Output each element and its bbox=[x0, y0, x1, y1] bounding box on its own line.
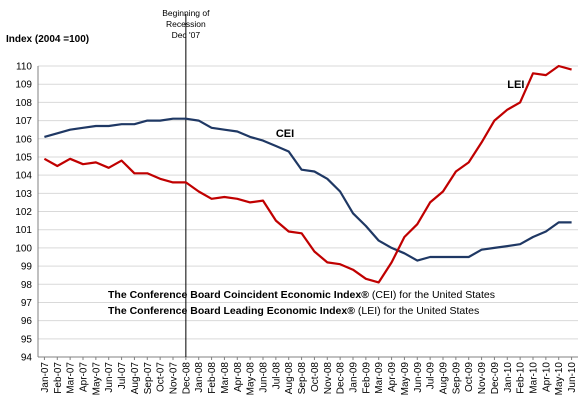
series-labels: CEI LEI bbox=[276, 79, 525, 140]
x-tick-label: Apr-07 bbox=[79, 362, 90, 392]
x-tick-label: Apr-08 bbox=[233, 362, 244, 392]
y-axis: 94 95 96 97 98 99 100 101 102 103 104 105 106 107 108 1… bbox=[15, 62, 39, 364]
x-tick-label: Apr-09 bbox=[387, 362, 398, 392]
x-tick-label: Mar-07 bbox=[66, 362, 77, 394]
x-tick-label: Jan-07 bbox=[40, 362, 51, 393]
x-tick-label: Feb-09 bbox=[361, 362, 372, 394]
y-tick-label: 108 bbox=[15, 98, 32, 109]
y-tick-label: 103 bbox=[15, 189, 32, 200]
series-label-cei: CEI bbox=[276, 128, 294, 140]
x-tick-label: Dec-08 bbox=[336, 362, 347, 395]
x-tick-label: Jul-07 bbox=[117, 362, 128, 390]
x-axis: Jan-07 Feb-07 Mar-07 Apr-07 May-07 Jun-07 Jul-… bbox=[38, 356, 578, 396]
series-lines bbox=[43, 64, 572, 284]
chart-notes: The Conference Board Coincident Economic… bbox=[108, 289, 495, 317]
x-tick-label: Feb-07 bbox=[53, 362, 64, 394]
x-tick-label: Feb-10 bbox=[516, 362, 527, 394]
x-tick-label: Nov-07 bbox=[169, 362, 180, 395]
x-tick-label: Nov-09 bbox=[477, 362, 488, 395]
x-tick-label: Aug-07 bbox=[130, 362, 141, 395]
gridlines bbox=[38, 65, 578, 358]
y-tick-label: 94 bbox=[21, 353, 33, 364]
series-label-lei: LEI bbox=[507, 79, 524, 91]
x-tick-label: Mar-09 bbox=[374, 362, 385, 394]
y-tick-label: 96 bbox=[21, 316, 33, 327]
x-tick-label: May-09 bbox=[400, 362, 411, 396]
y-tick-label: 106 bbox=[15, 134, 32, 145]
x-tick-label: May-07 bbox=[91, 362, 102, 396]
y-tick-label: 105 bbox=[15, 152, 32, 163]
y-tick-label: 109 bbox=[15, 80, 32, 91]
x-tick-label: Oct-07 bbox=[156, 362, 167, 392]
x-tick-label: Jan-08 bbox=[194, 362, 205, 393]
y-axis-label: Index (2004 =100) bbox=[6, 34, 89, 45]
y-tick-label: 95 bbox=[21, 334, 33, 345]
x-tick-label: Aug-09 bbox=[439, 362, 450, 395]
x-tick-label: Aug-08 bbox=[284, 362, 295, 395]
y-tick-label: 98 bbox=[21, 280, 33, 291]
x-tick-label: Jan-10 bbox=[503, 362, 514, 393]
x-tick-label: Apr-10 bbox=[541, 362, 552, 392]
x-tick-label: Jan-09 bbox=[349, 362, 360, 393]
y-tick-label: 99 bbox=[21, 262, 33, 273]
chart-note-index-name: The Conference Board Coincident Economic… bbox=[108, 289, 369, 301]
chart-note-suffix: (LEI) for the United States bbox=[355, 305, 479, 317]
x-tick-label: Oct-08 bbox=[310, 362, 321, 392]
x-tick-label: Oct-09 bbox=[464, 362, 475, 392]
x-tick-label: Jun-10 bbox=[567, 362, 578, 393]
x-tick-label: Sep-08 bbox=[297, 362, 308, 395]
x-tick-label: Jul-09 bbox=[426, 362, 437, 390]
chart-note: The Conference Board Coincident Economic… bbox=[108, 289, 495, 301]
y-tick-label: 104 bbox=[15, 171, 32, 182]
y-tick-label: 101 bbox=[15, 225, 32, 236]
chart-note-index-name: The Conference Board Leading Economic In… bbox=[108, 305, 355, 317]
x-tick-label: Jun-08 bbox=[259, 362, 270, 393]
y-tick-label: 107 bbox=[15, 116, 32, 127]
chart-note: The Conference Board Leading Economic In… bbox=[108, 305, 479, 317]
x-tick-label: Nov-08 bbox=[323, 362, 334, 395]
x-tick-label: Mar-10 bbox=[529, 362, 540, 394]
y-tick-label: 97 bbox=[21, 298, 33, 309]
y-tick-label: 110 bbox=[16, 62, 32, 73]
recession-label-line: Beginning of bbox=[162, 8, 210, 18]
x-tick-label: Feb-08 bbox=[207, 362, 218, 394]
x-tick-label: May-10 bbox=[554, 362, 565, 396]
x-tick-label: Mar-08 bbox=[220, 362, 231, 394]
series-line-cei bbox=[44, 117, 572, 262]
y-tick-label: 102 bbox=[15, 207, 32, 218]
recession-label-line: Recession bbox=[166, 19, 206, 29]
x-tick-label: Jun-09 bbox=[413, 362, 424, 393]
x-tick-label: May-08 bbox=[246, 362, 257, 396]
x-tick-label: Dec-08 bbox=[181, 362, 192, 395]
chart-note-suffix: (CEI) for the United States bbox=[369, 289, 495, 301]
x-tick-label: Jul-08 bbox=[271, 362, 282, 390]
x-tick-label: Dec-09 bbox=[490, 362, 501, 395]
x-tick-label: Jun-07 bbox=[104, 362, 115, 393]
x-tick-label: Sep-07 bbox=[143, 362, 154, 395]
series-line-lei bbox=[43, 64, 572, 284]
recession-label-line: Dec '07 bbox=[172, 30, 201, 40]
y-tick-label: 100 bbox=[15, 243, 32, 254]
x-tick-label: Sep-09 bbox=[451, 362, 462, 395]
